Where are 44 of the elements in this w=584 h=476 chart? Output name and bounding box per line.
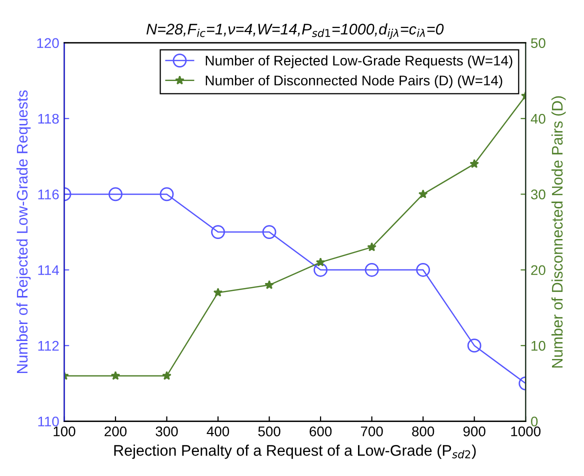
x-tick-label: 200	[104, 426, 127, 436]
point	[364, 262, 379, 277]
y2-tick-label: 40	[530, 114, 546, 124]
x-tick-label: 700	[360, 426, 383, 436]
x-tick-label: 800	[412, 426, 434, 436]
legend-label: Number of Rejected Low-Grade Requests (W=14)	[206, 55, 512, 68]
x-tick-label: 400	[206, 426, 230, 436]
y-tick-label: 112	[38, 340, 59, 351]
x-tick-label: 100	[54, 426, 76, 436]
point	[416, 262, 430, 277]
y2-tick-label: 0	[531, 416, 538, 426]
x-tick-label: 900	[463, 426, 486, 436]
point	[110, 370, 120, 380]
legend-label: Number of Disconnected Node Pairs (D) (W=14)	[206, 75, 502, 88]
x-tick-label: 600	[310, 426, 332, 436]
point	[108, 187, 122, 202]
point	[367, 242, 376, 252]
y2-tick-label: 10	[532, 340, 546, 351]
x-tick-label: 1000	[511, 426, 541, 436]
point	[470, 159, 479, 168]
y-tick-label: 114	[38, 265, 59, 275]
y2-tick-label: 30	[530, 190, 546, 200]
point	[264, 280, 274, 290]
y-tick-label: 116	[38, 190, 59, 200]
y-tick-label: 118	[38, 114, 59, 124]
y2-tick-label: 20	[531, 265, 546, 276]
point	[211, 225, 225, 239]
y-tick-label: 110	[38, 416, 59, 426]
point	[162, 370, 172, 380]
point	[160, 187, 174, 202]
y-axis-title: Number of Rejected Low-Grade Requests	[16, 90, 31, 374]
y-tick-label: 120	[37, 38, 59, 48]
x-axis-title: Rejection Penalty of a Request of a Low-Grade (P$_{sd2}$)	[114, 444, 476, 459]
point	[213, 288, 223, 297]
y2-tick-label: 50	[531, 38, 546, 48]
chart-title: N=28,F$_{ic}$=1,ν=4,W=14,P$_{sd1}$=1000,d$_{ijλ}$=c$_{iλ}$=0	[146, 23, 444, 40]
point	[262, 225, 276, 239]
x-tick-label: 500	[258, 426, 280, 436]
x-tick-label: 300	[156, 426, 178, 436]
point	[467, 338, 482, 353]
point	[314, 262, 328, 277]
y2-axis-title: Number of Disconnected Node Pairs (D)	[551, 96, 566, 368]
point	[418, 189, 428, 198]
point	[316, 257, 326, 266]
